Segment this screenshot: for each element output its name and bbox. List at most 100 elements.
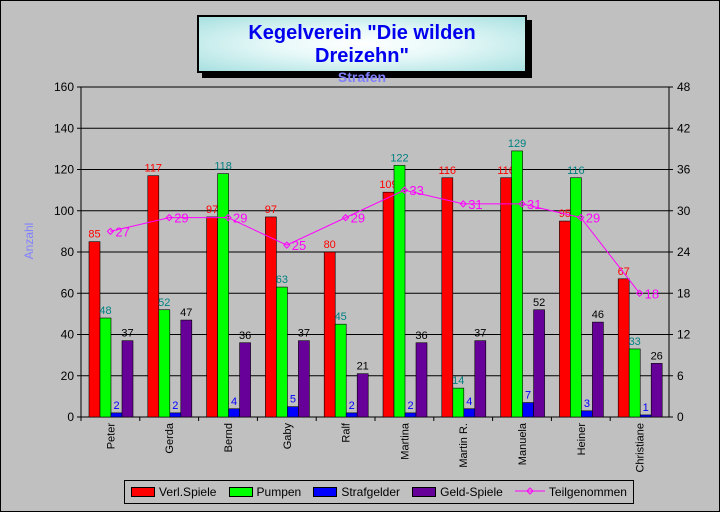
- line-marker: [518, 200, 526, 208]
- bar-geldspiele: [121, 340, 134, 418]
- y-tick-label: 0: [67, 410, 74, 424]
- line-marker: [224, 213, 232, 222]
- bar-strafgelder: [345, 412, 358, 418]
- legend-label: Strafgelder: [341, 485, 401, 499]
- y-tick-label: 80: [61, 245, 75, 259]
- x-tick-label: Christiane: [635, 423, 647, 473]
- line-data-label: 33: [409, 183, 423, 198]
- y2-tick-label: 0: [677, 410, 684, 424]
- bar-strafgelder: [110, 412, 123, 418]
- legend-label: Teilgenommen: [548, 485, 627, 499]
- y2-tick-label: 36: [677, 163, 691, 177]
- line-data-label: 27: [115, 224, 129, 239]
- y-tick-label: 160: [54, 80, 74, 94]
- x-tick-label: Gaby: [282, 423, 294, 450]
- legend-item: Verl.Spiele: [131, 485, 216, 499]
- data-label: 1: [643, 402, 649, 414]
- bar-verlspiele: [265, 216, 277, 418]
- data-label: 36: [239, 330, 251, 342]
- data-label: 33: [629, 336, 641, 348]
- bar-verlspiele: [206, 216, 218, 418]
- line-teilgenommen: [110, 189, 640, 294]
- bar-verlspiele: [441, 177, 454, 418]
- bar-verlspiele: [88, 241, 101, 418]
- chart-plot: 0204060801001201401600612182430364248Anz…: [22, 80, 691, 473]
- y2-tick-label: 42: [677, 121, 691, 135]
- data-label: 2: [172, 400, 178, 412]
- legend-item: Teilgenommen: [514, 485, 627, 499]
- bar-strafgelder: [522, 402, 534, 418]
- data-label: 116: [439, 165, 457, 177]
- bar-geldspiele: [592, 321, 604, 418]
- chart-title: Kegelverein "Die wilden Dreizehn": [248, 22, 476, 67]
- legend-swatch: [313, 487, 338, 497]
- bar-geldspiele: [298, 340, 310, 418]
- data-label: 117: [145, 163, 163, 175]
- y-tick-label: 60: [61, 286, 75, 300]
- x-tick-label: Gerda: [164, 422, 176, 453]
- data-label: 4: [231, 396, 237, 408]
- bar-pumpen: [158, 309, 171, 418]
- y-tick-label: 20: [61, 369, 75, 383]
- y-tick-label: 120: [54, 163, 74, 177]
- bar-geldspiele: [474, 340, 487, 418]
- bar-geldspiele: [356, 373, 369, 418]
- data-label: 3: [584, 398, 590, 410]
- data-label: 116: [497, 165, 515, 177]
- data-label: 80: [324, 239, 336, 251]
- legend-swatch: [412, 487, 437, 497]
- data-label: 36: [415, 330, 427, 342]
- line-data-label: 31: [527, 197, 541, 212]
- y2-tick-label: 18: [677, 286, 691, 300]
- x-tick-label: Martin R.: [458, 423, 470, 468]
- bar-geldspiele: [415, 342, 428, 418]
- bar-geldspiele: [650, 363, 663, 418]
- data-label: 52: [533, 297, 545, 309]
- y2-tick-label: 48: [677, 80, 691, 94]
- data-label: 116: [567, 165, 585, 177]
- x-tick-label: Manuela: [517, 422, 529, 465]
- line-data-label: 18: [645, 286, 659, 301]
- legend-label: Verl.Spiele: [159, 485, 217, 499]
- data-label: 37: [121, 328, 133, 340]
- bar-pumpen: [628, 348, 641, 418]
- chart-subtitle: Strafen: [337, 69, 387, 85]
- line-marker: [106, 227, 115, 236]
- data-label: 7: [525, 390, 531, 402]
- bar-verlspiele: [323, 251, 336, 418]
- y-axis-title: Anzahl: [22, 223, 36, 260]
- y-tick-label: 40: [61, 328, 75, 342]
- data-label: 47: [180, 307, 192, 319]
- line-marker: [165, 213, 173, 222]
- line-data-label: 31: [468, 197, 482, 212]
- data-label: 5: [290, 394, 296, 406]
- bar-pumpen: [276, 286, 288, 418]
- data-label: 97: [206, 204, 218, 216]
- y2-tick-label: 30: [677, 204, 691, 218]
- bar-pumpen: [570, 177, 582, 418]
- bar-pumpen: [334, 323, 347, 418]
- bar-pumpen: [511, 150, 523, 418]
- bar-verlspiele: [147, 175, 160, 418]
- bar-strafgelder: [228, 408, 240, 418]
- line-data-label: 29: [174, 211, 188, 226]
- line-data-label: 29: [586, 211, 600, 226]
- line-marker: [341, 213, 350, 222]
- data-label: 63: [276, 274, 288, 286]
- x-tick-label: Heiner: [576, 423, 588, 456]
- bar-verlspiele: [617, 278, 630, 418]
- line-marker: [400, 186, 409, 194]
- data-label: 4: [466, 396, 472, 408]
- data-label: 48: [99, 305, 111, 317]
- legend: Verl.Spiele Pumpen Strafgelder Geld-Spiele T…: [124, 480, 634, 504]
- y2-tick-label: 12: [677, 328, 691, 342]
- data-label: 85: [88, 229, 100, 241]
- line-marker: [577, 213, 585, 222]
- line-data-label: 29: [351, 211, 365, 226]
- data-label: 21: [357, 361, 369, 373]
- bar-pumpen: [452, 387, 465, 418]
- data-label: 37: [474, 328, 486, 340]
- legend-swatch: [131, 487, 156, 497]
- legend-item: Strafgelder: [313, 485, 400, 499]
- bar-verlspiele: [500, 177, 512, 418]
